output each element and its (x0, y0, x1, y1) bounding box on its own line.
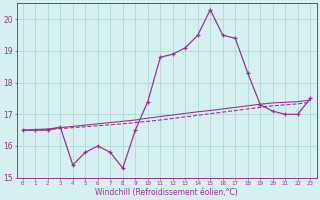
X-axis label: Windchill (Refroidissement éolien,°C): Windchill (Refroidissement éolien,°C) (95, 188, 238, 197)
